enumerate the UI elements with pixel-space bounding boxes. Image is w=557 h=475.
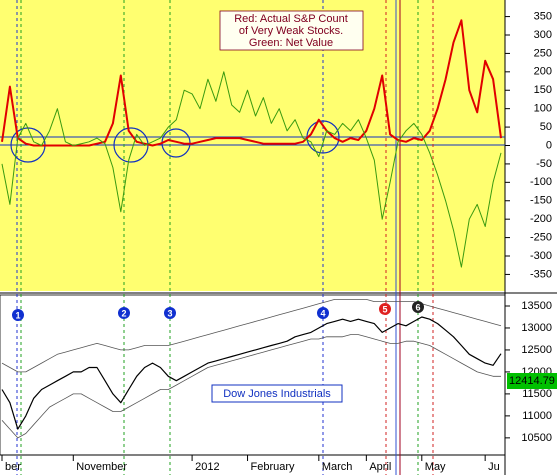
y-tick-label: -250 [530,231,552,243]
last-value-label: 12414.79 [509,375,555,387]
series-line [1,334,501,439]
y-tick-label: 250 [534,47,552,59]
y-tick-label: 10500 [521,432,552,444]
event-marker-label: 5 [382,304,387,314]
event-marker-label: 6 [415,302,420,312]
x-tick-label: ber [5,461,21,473]
event-marker-label: 4 [320,308,325,318]
x-tick-label: May [425,461,446,473]
annotation-line: Green: Net Value [249,37,333,49]
event-marker [317,307,329,319]
y-tick-label: 13000 [521,322,552,334]
x-tick-label: February [251,461,296,473]
event-markers: 1 2 3 4 5 6 [12,301,424,321]
annotation-box: Red: Actual S&P Count of Very Weak Stock… [219,10,364,51]
annotation-border [219,10,364,51]
y-tick-label: -200 [530,213,552,225]
legend-border [211,384,343,403]
y-tick-label: 100 [534,103,552,115]
series-line [1,316,502,430]
event-marker-label: 1 [15,310,20,320]
event-marker [164,307,176,319]
y-tick-label: 0 [546,139,552,151]
x-tick-label: April [369,461,391,473]
y-tick-label: 50 [540,121,552,133]
y-tick-label: -300 [530,250,552,262]
y-tick-label: -50 [536,158,552,170]
series-line [1,19,502,147]
x-tick-label: March [322,461,353,473]
x-tick-label: 2012 [195,461,219,473]
y-tick-label: -150 [530,195,552,207]
y-tick-label: 150 [534,84,552,96]
y-tick-label: 350 [534,10,552,22]
event-marker [379,303,391,315]
y-tick-label: 13500 [521,300,552,312]
last-value-box [507,373,557,389]
y-tick-label: 200 [534,66,552,78]
y-tick-label: -350 [530,268,552,280]
x-tick-label: November [76,461,127,473]
y-tick-label: 11500 [522,388,552,400]
annotation-line: of Very Weak Stocks. [239,25,343,37]
event-marker [12,309,24,321]
event-marker [118,307,130,319]
series-line [1,71,502,268]
event-marker-label: 2 [121,308,126,318]
event-marker-label: 3 [167,308,172,318]
y-tick-label: 11000 [522,410,552,422]
legend-label: Dow Jones Industrials [223,388,331,400]
y-tick-label: -100 [530,176,552,188]
y-tick-label: 12500 [521,344,552,356]
legend: Dow Jones Industrials [211,384,343,403]
bottom-panel [0,294,506,456]
annotation-line: Red: Actual S&P Count [234,13,348,25]
event-marker [412,301,424,313]
y-tick-label: 300 [534,29,552,41]
x-tick-label: Ju [488,461,500,473]
